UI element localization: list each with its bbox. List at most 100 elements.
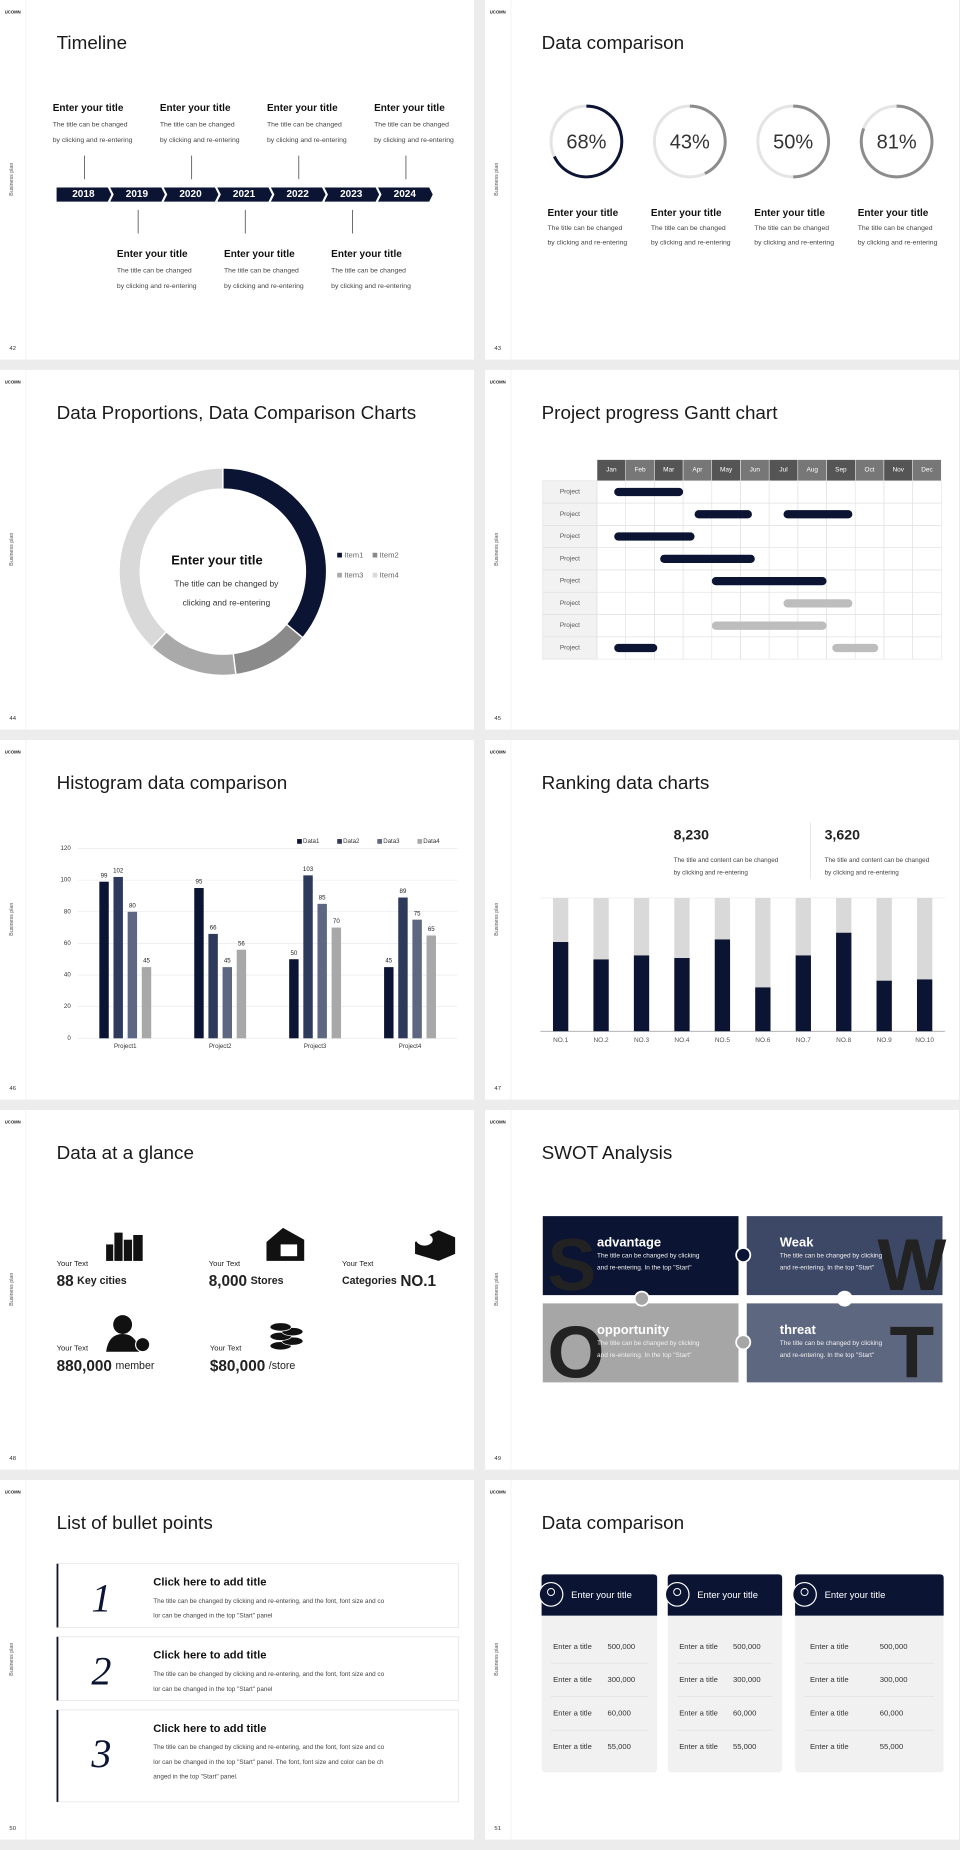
icon: [135, 1336, 151, 1353]
event-title: Enter your title: [117, 249, 188, 260]
event-desc: The title can be changed: [53, 121, 128, 128]
value-label: 45: [143, 958, 150, 965]
puzzle-knob: [633, 1290, 650, 1307]
legend-swatch: [372, 572, 378, 578]
year-label: 2024: [394, 189, 417, 200]
year-segment: [110, 187, 165, 202]
gantt-bar: [711, 576, 827, 586]
card-header: [667, 1574, 783, 1616]
year-segment: [270, 187, 326, 202]
x-tick-label: NO.9: [877, 1037, 893, 1044]
row-value: 300,000: [607, 1675, 635, 1684]
legend-swatch: [372, 552, 378, 558]
event-desc: by clicking and re-entering: [224, 283, 304, 290]
event-desc: by clicking and re-entering: [117, 283, 197, 290]
item-label: Your Text: [342, 1259, 374, 1268]
card-header: [541, 1574, 658, 1616]
gantt-bar: [614, 532, 695, 541]
slide-title: Timeline: [57, 32, 128, 53]
row-label: Enter a title: [553, 1709, 592, 1718]
item-title: Enter your title: [858, 208, 929, 219]
stat-desc: by clicking and re-entering: [674, 870, 749, 877]
side-label: Business plan: [494, 1273, 500, 1306]
ring-label: 50%: [773, 132, 813, 154]
row-value: 55,000: [733, 1742, 756, 1751]
icon: [280, 1244, 298, 1257]
bar: [236, 949, 247, 1039]
slide: UCOMN Business plan 46 Histogram data compa…: [0, 740, 474, 1100]
bar-segment: [714, 939, 731, 1032]
item-unit: member: [115, 1360, 154, 1372]
item-desc: The title can be changed: [754, 225, 829, 232]
swot-desc: The title can be changed by clicking: [597, 1253, 700, 1260]
center-desc: clicking and re-entering: [183, 597, 271, 607]
row-label: Enter a title: [679, 1642, 718, 1651]
swot-desc: and re-entering. In the top "Start": [597, 1352, 692, 1359]
puzzle-knob: [735, 1334, 752, 1351]
gantt-bar: [694, 510, 752, 519]
month-label: Oct: [865, 467, 875, 474]
bar-segment: [836, 932, 852, 1032]
row-value: 500,000: [880, 1642, 908, 1651]
row-value: 60,000: [880, 1709, 903, 1718]
bullet-desc: lor can be changed in the top "Start" pa…: [153, 1759, 384, 1766]
bar-segment: [633, 955, 650, 1032]
event-desc: The title can be changed: [117, 268, 192, 275]
bar-segment: [633, 897, 650, 956]
row-label: Enter a title: [679, 1675, 718, 1684]
ring-label: 68%: [566, 132, 606, 154]
card-header: [795, 1574, 944, 1616]
bullet-title: Click here to add title: [153, 1577, 266, 1589]
slide-bg: [0, 370, 474, 730]
slide: UCOMN Business plan 42 Timeline 2018 2019 2020…: [0, 0, 474, 360]
icon: [114, 1232, 123, 1261]
value-label: 75: [414, 910, 421, 917]
value-label: 95: [196, 879, 203, 886]
brand-logo: UCOMN: [5, 1489, 21, 1494]
slide-title: Histogram data comparison: [57, 772, 288, 793]
page-number: 47: [494, 1086, 501, 1092]
row-label: Enter a title: [553, 1742, 592, 1751]
y-tick-label: 0: [67, 1035, 71, 1042]
gantt-bar: [660, 554, 755, 563]
item-value: 8,000: [209, 1272, 247, 1289]
slide: UCOMN Business plan 48 Data at a glance Your…: [0, 1110, 474, 1470]
page-number: 43: [494, 346, 501, 352]
x-tick-label: NO.10: [915, 1037, 934, 1044]
brand-logo: UCOMN: [490, 1119, 506, 1124]
month-label: Aug: [806, 467, 818, 474]
ring-label: 43%: [670, 132, 710, 154]
row-value: 60,000: [733, 1709, 756, 1718]
y-tick-label: 60: [64, 940, 71, 947]
stat-desc: The title and content can be changed: [825, 857, 930, 864]
event-desc: The title can be changed: [160, 121, 235, 128]
row-label: Project: [560, 533, 580, 540]
item-desc: by clicking and re-entering: [651, 239, 731, 246]
row-value: 55,000: [607, 1742, 630, 1751]
puzzle-knob: [836, 1290, 853, 1307]
bullet-accent: [56, 1563, 59, 1628]
gantt-bar: [783, 599, 853, 608]
row-label: Enter a title: [679, 1709, 718, 1718]
x-tick-label: Project2: [209, 1043, 232, 1050]
side-label: Business plan: [494, 903, 500, 936]
ring-arc: [553, 104, 624, 179]
bar: [208, 933, 218, 1039]
bar: [331, 927, 342, 1039]
event-title: Enter your title: [374, 103, 445, 114]
slide: UCOMN Business plan 51 Data comparison Enter…: [485, 1480, 959, 1840]
page-number: 45: [494, 716, 501, 722]
event-desc: The title can be changed: [374, 121, 449, 128]
value-label: 50: [290, 950, 297, 957]
card-icon: [792, 1581, 817, 1607]
row-label: Enter a title: [810, 1642, 849, 1651]
brand-logo: UCOMN: [5, 749, 21, 754]
bar-segment: [755, 987, 771, 1032]
bar-segment: [916, 897, 933, 980]
item-value: 880,000: [57, 1357, 112, 1374]
month-label: Jun: [750, 467, 761, 474]
slide-title: Data comparison: [542, 1512, 685, 1533]
side-label: Business plan: [9, 163, 15, 196]
item-figure: 880,000 member: [57, 1357, 155, 1374]
bullet-box: [56, 1636, 460, 1701]
